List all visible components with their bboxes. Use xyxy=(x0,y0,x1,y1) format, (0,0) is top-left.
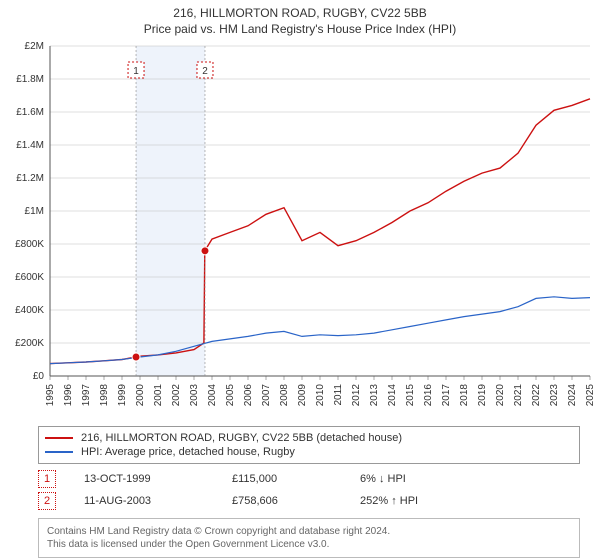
svg-text:2016: 2016 xyxy=(423,384,434,407)
marker-badge: 2 xyxy=(38,492,56,510)
svg-text:£2M: £2M xyxy=(25,41,44,52)
svg-text:1998: 1998 xyxy=(99,384,110,407)
svg-text:2022: 2022 xyxy=(531,384,542,407)
svg-text:2023: 2023 xyxy=(549,384,560,407)
legend-label: 216, HILLMORTON ROAD, RUGBY, CV22 5BB (d… xyxy=(81,432,402,444)
svg-text:2003: 2003 xyxy=(189,384,200,407)
marker-rows: 1 13-OCT-1999 £115,000 6% ↓ HPI 2 11-AUG-2003… xyxy=(38,468,580,512)
legend-item: 216, HILLMORTON ROAD, RUGBY, CV22 5BB (d… xyxy=(45,431,573,445)
svg-text:2014: 2014 xyxy=(387,384,398,407)
svg-text:1999: 1999 xyxy=(117,384,128,407)
svg-text:2020: 2020 xyxy=(495,384,506,407)
svg-text:2002: 2002 xyxy=(171,384,182,407)
marker-row: 1 13-OCT-1999 £115,000 6% ↓ HPI xyxy=(38,468,580,490)
svg-text:2005: 2005 xyxy=(225,384,236,407)
svg-text:2007: 2007 xyxy=(261,384,272,407)
marker-row: 2 11-AUG-2003 £758,606 252% ↑ HPI xyxy=(38,490,580,512)
notice-line: This data is licensed under the Open Gov… xyxy=(47,538,571,551)
svg-text:£1.6M: £1.6M xyxy=(16,107,44,118)
chart-subtitle: Price paid vs. HM Land Registry's House … xyxy=(0,20,600,40)
svg-text:2015: 2015 xyxy=(405,384,416,407)
notice-line: Contains HM Land Registry data © Crown c… xyxy=(47,525,571,538)
svg-text:£200K: £200K xyxy=(15,338,44,349)
svg-text:2013: 2013 xyxy=(369,384,380,407)
legend-swatch xyxy=(45,451,73,453)
marker-price: £115,000 xyxy=(232,473,332,485)
svg-text:2011: 2011 xyxy=(333,384,344,406)
svg-text:2018: 2018 xyxy=(459,384,470,407)
svg-text:£600K: £600K xyxy=(15,272,44,283)
svg-text:2: 2 xyxy=(202,66,208,77)
svg-text:2009: 2009 xyxy=(297,384,308,407)
svg-text:2025: 2025 xyxy=(585,384,596,407)
chart-area: £0 £200K £400K £600K £800K £1M £1.2M £1.4M £1.6M… xyxy=(0,40,600,420)
svg-text:1997: 1997 xyxy=(81,384,92,407)
svg-text:2001: 2001 xyxy=(153,384,164,407)
svg-text:2017: 2017 xyxy=(441,384,452,407)
svg-text:2021: 2021 xyxy=(513,384,524,407)
svg-text:£1.2M: £1.2M xyxy=(16,173,44,184)
svg-text:2024: 2024 xyxy=(567,384,578,407)
svg-text:2004: 2004 xyxy=(207,384,218,407)
svg-text:2000: 2000 xyxy=(135,384,146,407)
svg-text:2006: 2006 xyxy=(243,384,254,407)
svg-text:1996: 1996 xyxy=(63,384,74,407)
legend: 216, HILLMORTON ROAD, RUGBY, CV22 5BB (d… xyxy=(38,426,580,464)
marker-date: 13-OCT-1999 xyxy=(84,473,204,485)
svg-text:£1.4M: £1.4M xyxy=(16,140,44,151)
marker-delta: 252% ↑ HPI xyxy=(360,495,418,507)
legend-swatch xyxy=(45,437,73,439)
svg-text:£400K: £400K xyxy=(15,305,44,316)
marker-date: 11-AUG-2003 xyxy=(84,495,204,507)
marker-delta: 6% ↓ HPI xyxy=(360,473,406,485)
svg-text:2019: 2019 xyxy=(477,384,488,407)
svg-text:1995: 1995 xyxy=(45,384,56,407)
svg-text:2010: 2010 xyxy=(315,384,326,407)
marker-price: £758,606 xyxy=(232,495,332,507)
svg-text:£1.8M: £1.8M xyxy=(16,74,44,85)
svg-text:£800K: £800K xyxy=(15,239,44,250)
svg-text:£1M: £1M xyxy=(25,206,44,217)
legend-label: HPI: Average price, detached house, Rugb… xyxy=(81,446,295,458)
licence-notice: Contains HM Land Registry data © Crown c… xyxy=(38,518,580,558)
marker-badge: 1 xyxy=(38,470,56,488)
chart-title: 216, HILLMORTON ROAD, RUGBY, CV22 5BB xyxy=(0,0,600,20)
svg-text:2008: 2008 xyxy=(279,384,290,407)
line-chart: £0 £200K £400K £600K £800K £1M £1.2M £1.4M £1.6M… xyxy=(0,40,600,420)
svg-text:£0: £0 xyxy=(33,371,45,382)
svg-text:2012: 2012 xyxy=(351,384,362,407)
legend-item: HPI: Average price, detached house, Rugb… xyxy=(45,445,573,459)
svg-text:1: 1 xyxy=(133,66,139,77)
